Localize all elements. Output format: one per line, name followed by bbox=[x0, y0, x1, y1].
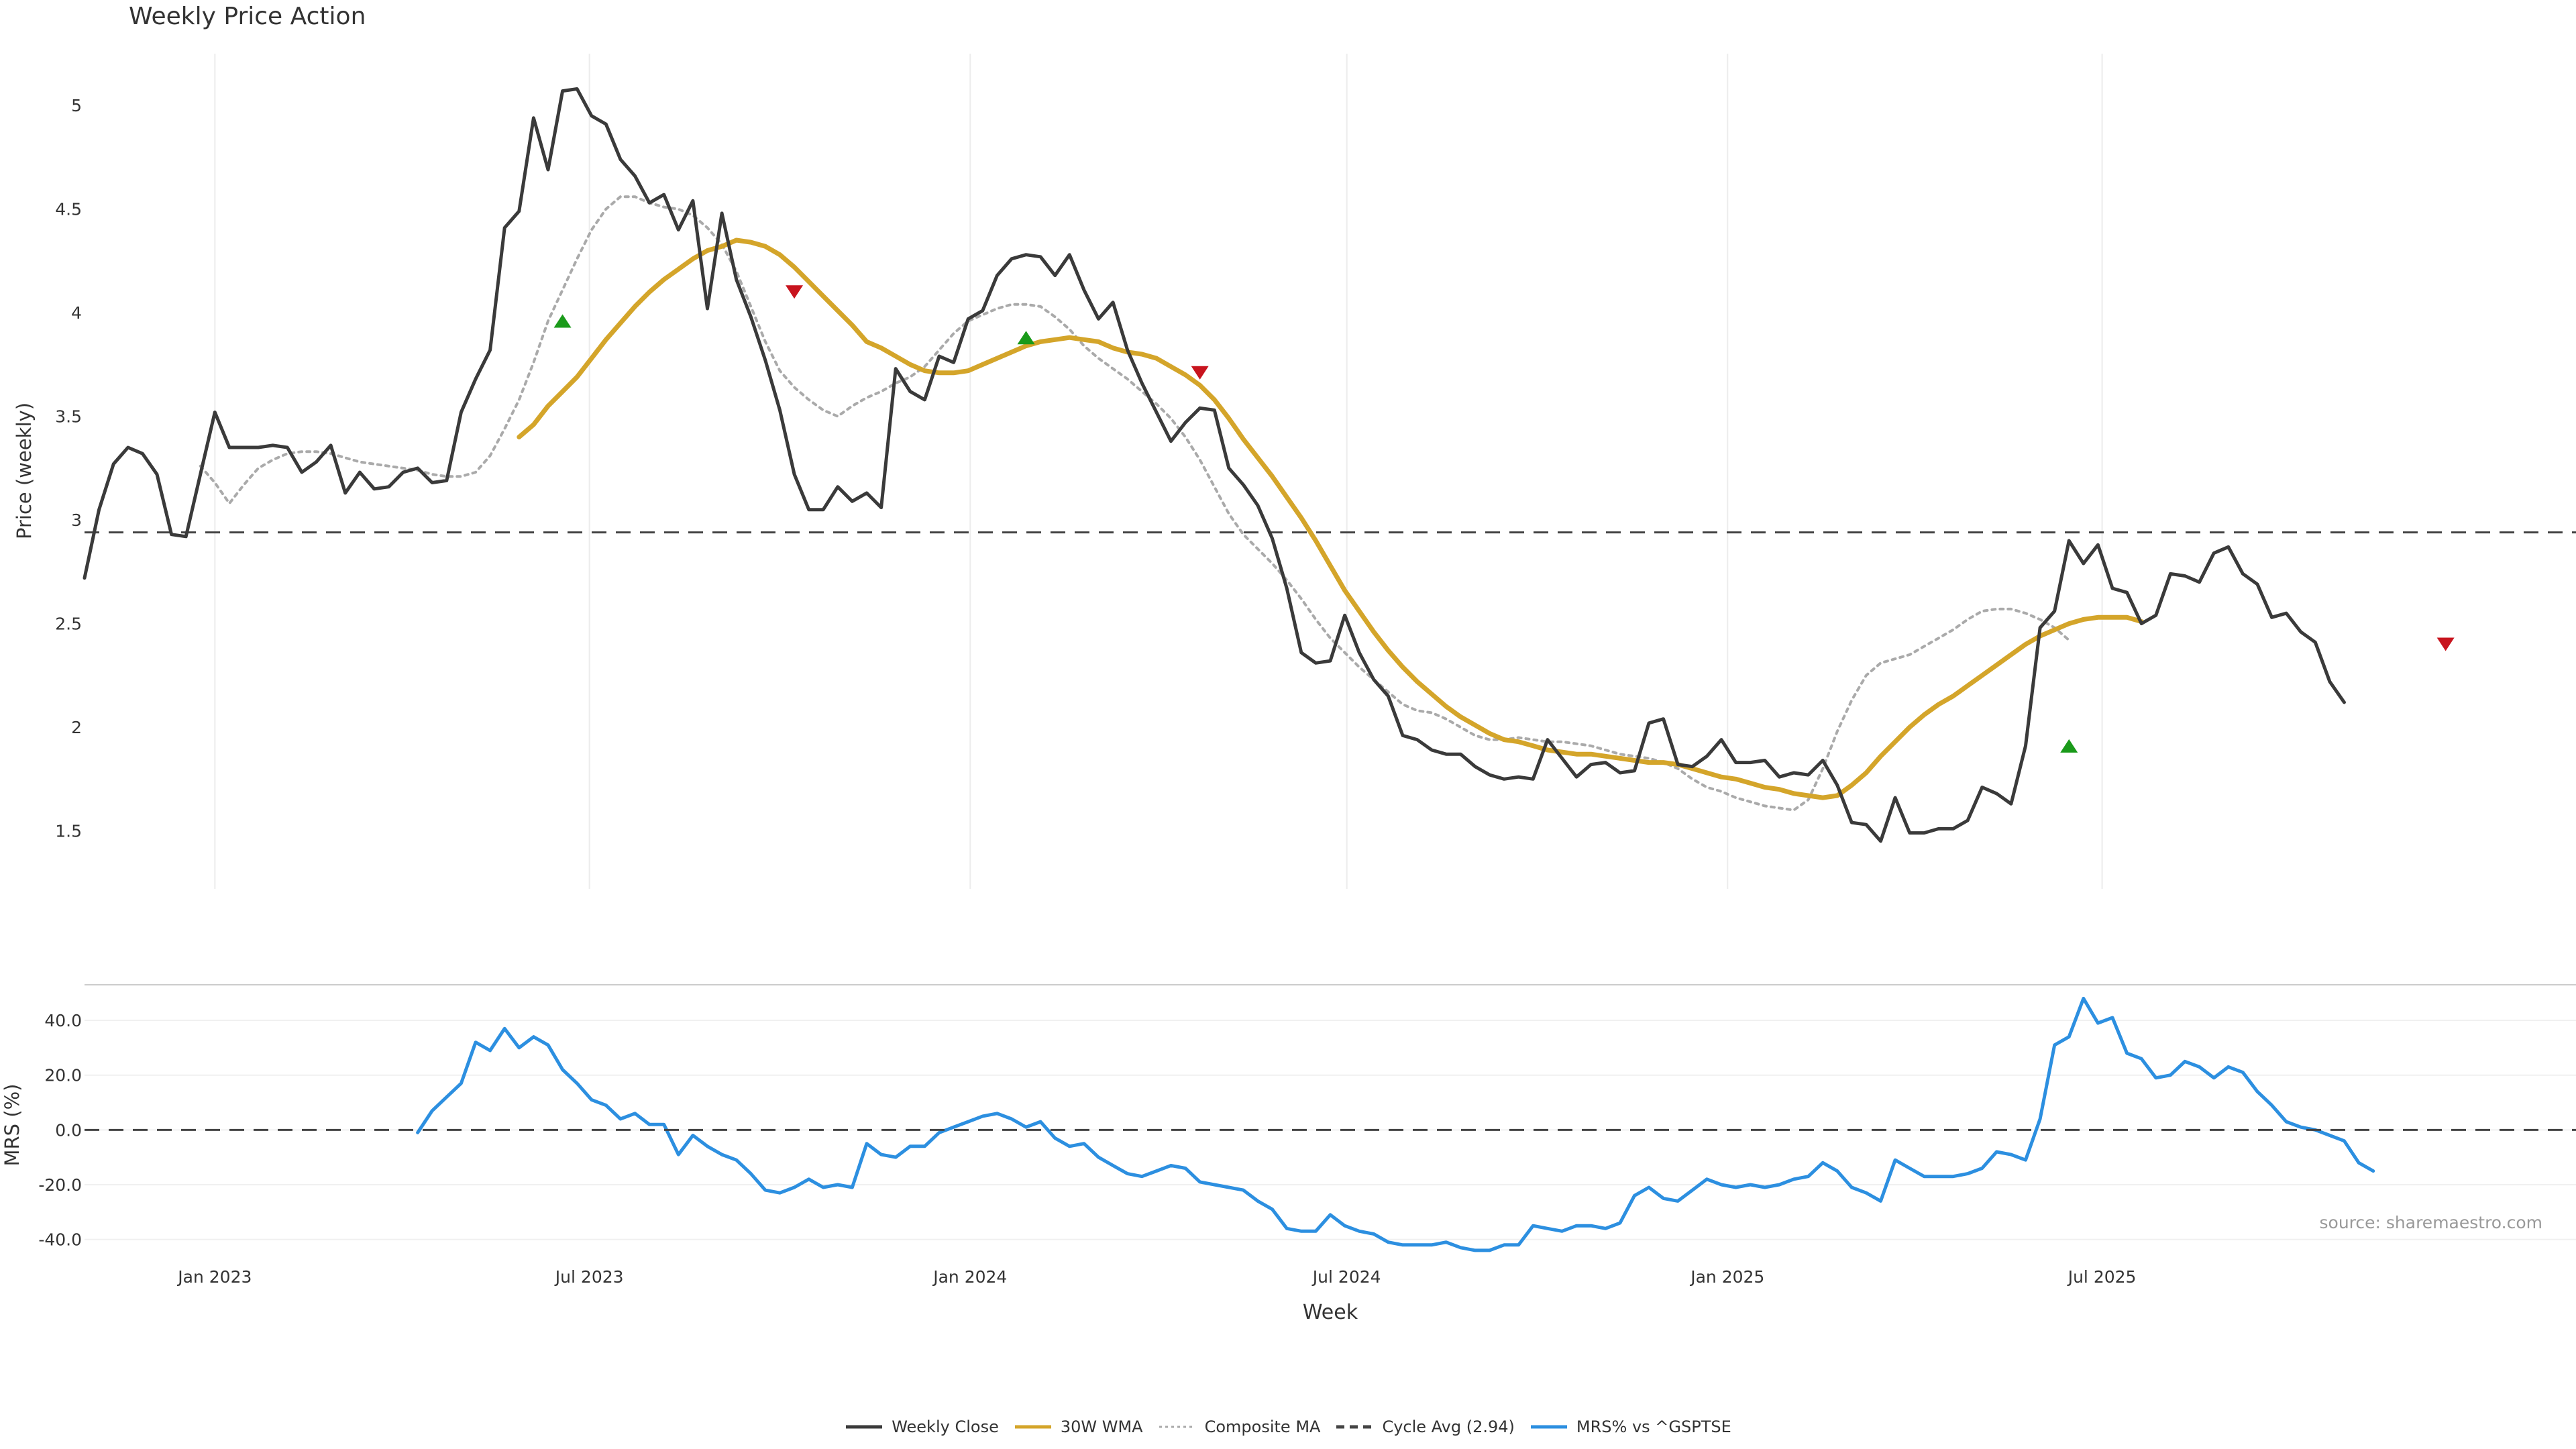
weekly-close-line bbox=[83, 87, 2346, 843]
x-tick-label: Jan 2025 bbox=[1689, 1267, 1764, 1287]
legend-label: 30W WMA bbox=[1060, 1417, 1143, 1436]
mrs-panel bbox=[85, 996, 2576, 1252]
x-tick-label: Jan 2024 bbox=[932, 1267, 1007, 1287]
axes: Price (weekly) MRS (%) Week bbox=[1, 402, 1358, 1324]
legend-label: Composite MA bbox=[1204, 1417, 1321, 1436]
legend-swatch bbox=[1014, 1425, 1051, 1429]
mrs-y-tick-label: -40.0 bbox=[38, 1230, 82, 1250]
legend: Weekly Close 30W WMA Composite MA Cycle Avg… bbox=[0, 1415, 2576, 1436]
wma-30-line bbox=[517, 237, 2144, 800]
mrs-y-tick-label: -20.0 bbox=[38, 1175, 82, 1195]
price-axis-label: Price (weekly) bbox=[13, 402, 36, 539]
chart-title: Weekly Price Action bbox=[129, 3, 366, 30]
legend-swatch bbox=[1159, 1426, 1195, 1428]
buy-signal-marker bbox=[2060, 739, 2078, 753]
price-y-tick-label: 5 bbox=[71, 96, 82, 115]
legend-item-mrs-vs-gsptse: MRS% vs ^GSPTSE bbox=[1529, 1417, 1731, 1436]
mrs-line bbox=[416, 996, 2375, 1252]
gridlines: Jan 2023 Jul 2023 Jan 2024 Jul 2024 Jan 2025… bbox=[38, 54, 2576, 1287]
sell-signal-marker bbox=[1191, 366, 1209, 380]
buy-signal-marker bbox=[553, 314, 572, 328]
legend-label: MRS% vs ^GSPTSE bbox=[1576, 1417, 1731, 1436]
legend-item-composite-ma: Composite MA bbox=[1158, 1417, 1321, 1436]
legend-item-30w-wma: 30W WMA bbox=[1014, 1417, 1143, 1436]
mrs-y-tick-label: 0.0 bbox=[55, 1120, 82, 1140]
price-panel bbox=[83, 87, 2576, 843]
legend-swatch bbox=[846, 1425, 883, 1429]
mrs-y-tick-label: 20.0 bbox=[44, 1066, 82, 1085]
legend-swatch bbox=[1336, 1425, 1373, 1429]
legend-item-weekly-close: Weekly Close bbox=[845, 1417, 999, 1436]
sell-signal-marker bbox=[786, 285, 804, 299]
buy-signal-marker bbox=[1017, 331, 1035, 345]
legend-item-cycle-avg-2-94: Cycle Avg (2.94) bbox=[1335, 1417, 1515, 1436]
x-axis-label: Week bbox=[1303, 1301, 1358, 1324]
legend-label: Cycle Avg (2.94) bbox=[1382, 1417, 1515, 1436]
legend-label: Weekly Close bbox=[892, 1417, 999, 1436]
x-tick-label: Jul 2024 bbox=[1311, 1267, 1381, 1287]
mrs-y-tick-label: 40.0 bbox=[44, 1011, 82, 1030]
sell-signal-marker bbox=[2436, 637, 2455, 651]
legend-swatch bbox=[1530, 1425, 1567, 1429]
x-tick-label: Jan 2023 bbox=[176, 1267, 252, 1287]
x-tick-label: Jul 2025 bbox=[2067, 1267, 2137, 1287]
price-y-tick-label: 2 bbox=[71, 718, 82, 737]
price-y-tick-label: 1.5 bbox=[55, 821, 82, 841]
price-y-tick-label: 3.5 bbox=[55, 407, 82, 427]
price-y-tick-label: 3 bbox=[71, 511, 82, 530]
composite-ma-line bbox=[199, 195, 2071, 812]
mrs-axis-label: MRS (%) bbox=[1, 1084, 23, 1167]
price-y-tick-label: 4 bbox=[71, 303, 82, 323]
x-tick-label: Jul 2023 bbox=[554, 1267, 624, 1287]
price-y-tick-label: 4.5 bbox=[55, 200, 82, 219]
source-note: source: sharemaestro.com bbox=[2319, 1213, 2543, 1232]
price-y-tick-label: 2.5 bbox=[55, 614, 82, 634]
